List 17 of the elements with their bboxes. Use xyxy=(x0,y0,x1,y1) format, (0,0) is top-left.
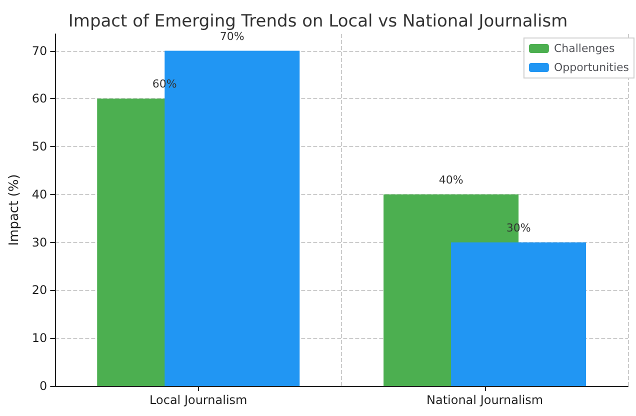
y-tick-label: 70 xyxy=(32,44,48,58)
data-label: 70% xyxy=(220,30,244,43)
data-label: 40% xyxy=(438,173,464,186)
chart-title: Impact of Emerging Trends on Local vs National Journalism xyxy=(68,12,568,32)
x-tick-label: National Journalism xyxy=(426,393,544,407)
y-tick-label: 10 xyxy=(32,331,48,346)
y-tick-label: 20 xyxy=(32,283,48,298)
y-tick-label: 30 xyxy=(32,235,48,250)
y-tick-label: 40 xyxy=(32,187,48,202)
y-tick-label: 50 xyxy=(32,140,48,154)
y-axis-title: Impact (%) xyxy=(7,174,22,246)
legend-label: Challenges xyxy=(554,42,615,55)
x-tick-label: Local Journalism xyxy=(150,393,248,407)
bar xyxy=(451,242,586,386)
legend-label: Opportunities xyxy=(554,61,630,74)
y-tick-label: 60 xyxy=(32,92,48,106)
y-tick-label: 0 xyxy=(40,379,48,393)
